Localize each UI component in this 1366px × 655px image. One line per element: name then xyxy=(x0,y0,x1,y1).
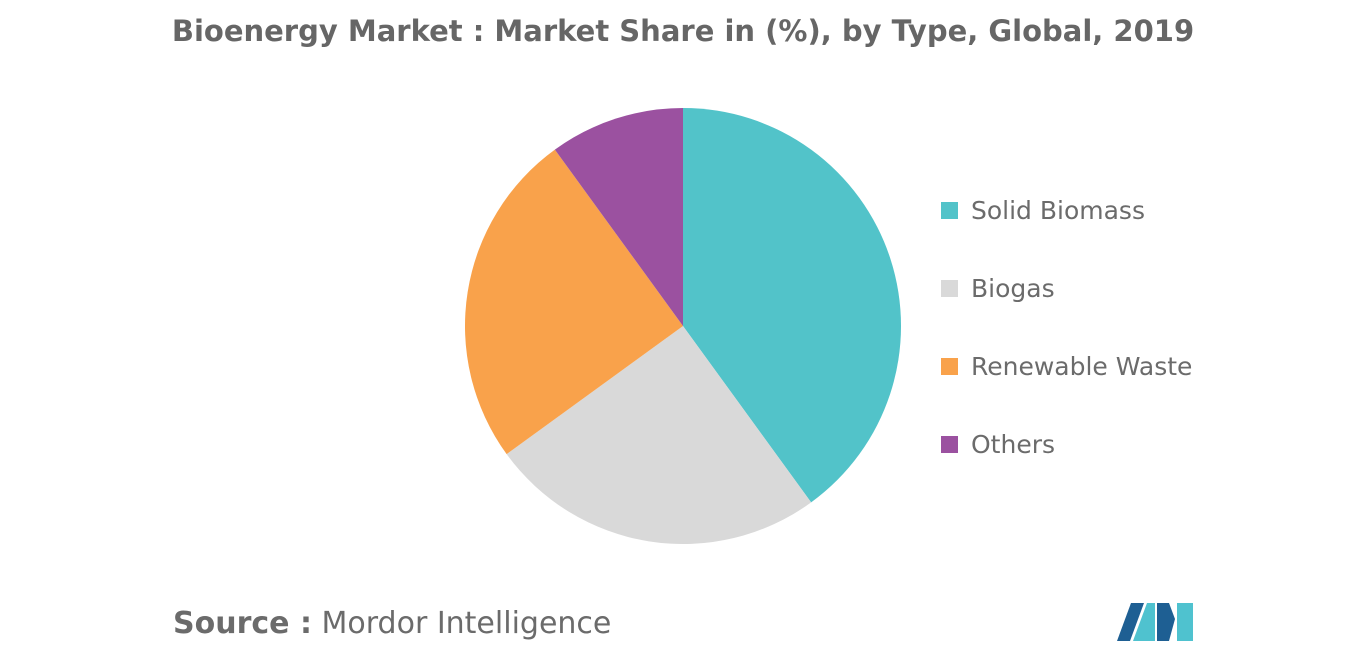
pie-slice-renewable-waste xyxy=(464,149,683,455)
pie-slice-others xyxy=(554,108,683,326)
legend-item-renewable-waste: Renewable Waste xyxy=(941,346,1192,386)
legend-item-biogas: Biogas xyxy=(941,268,1192,308)
pie-slice-solid-biomass xyxy=(683,108,902,503)
mordor-intelligence-logo-icon xyxy=(1117,603,1193,641)
legend-item-others: Others xyxy=(941,424,1192,464)
legend-swatch-biogas xyxy=(941,279,958,297)
legend-label-others: Others xyxy=(971,429,1056,459)
legend-item-solid-biomass: Solid Biomass xyxy=(941,190,1192,230)
pie-slice-biogas xyxy=(506,326,812,545)
chart-legend: Solid Biomass Biogas Renewable Waste Others xyxy=(941,190,1192,502)
source-text: Mordor Intelligence xyxy=(321,606,612,641)
source-note: Source : Mordor Intelligence xyxy=(173,606,611,641)
legend-swatch-renewable-waste xyxy=(941,357,958,375)
source-label: Source : xyxy=(173,606,312,641)
legend-label-renewable-waste: Renewable Waste xyxy=(971,351,1193,381)
legend-swatch-others xyxy=(941,435,958,453)
chart-title: Bioenergy Market : Market Share in (%), … xyxy=(171,14,1195,48)
legend-label-biogas: Biogas xyxy=(971,273,1055,303)
legend-swatch-solid-biomass xyxy=(941,201,958,219)
legend-label-solid-biomass: Solid Biomass xyxy=(971,195,1145,225)
